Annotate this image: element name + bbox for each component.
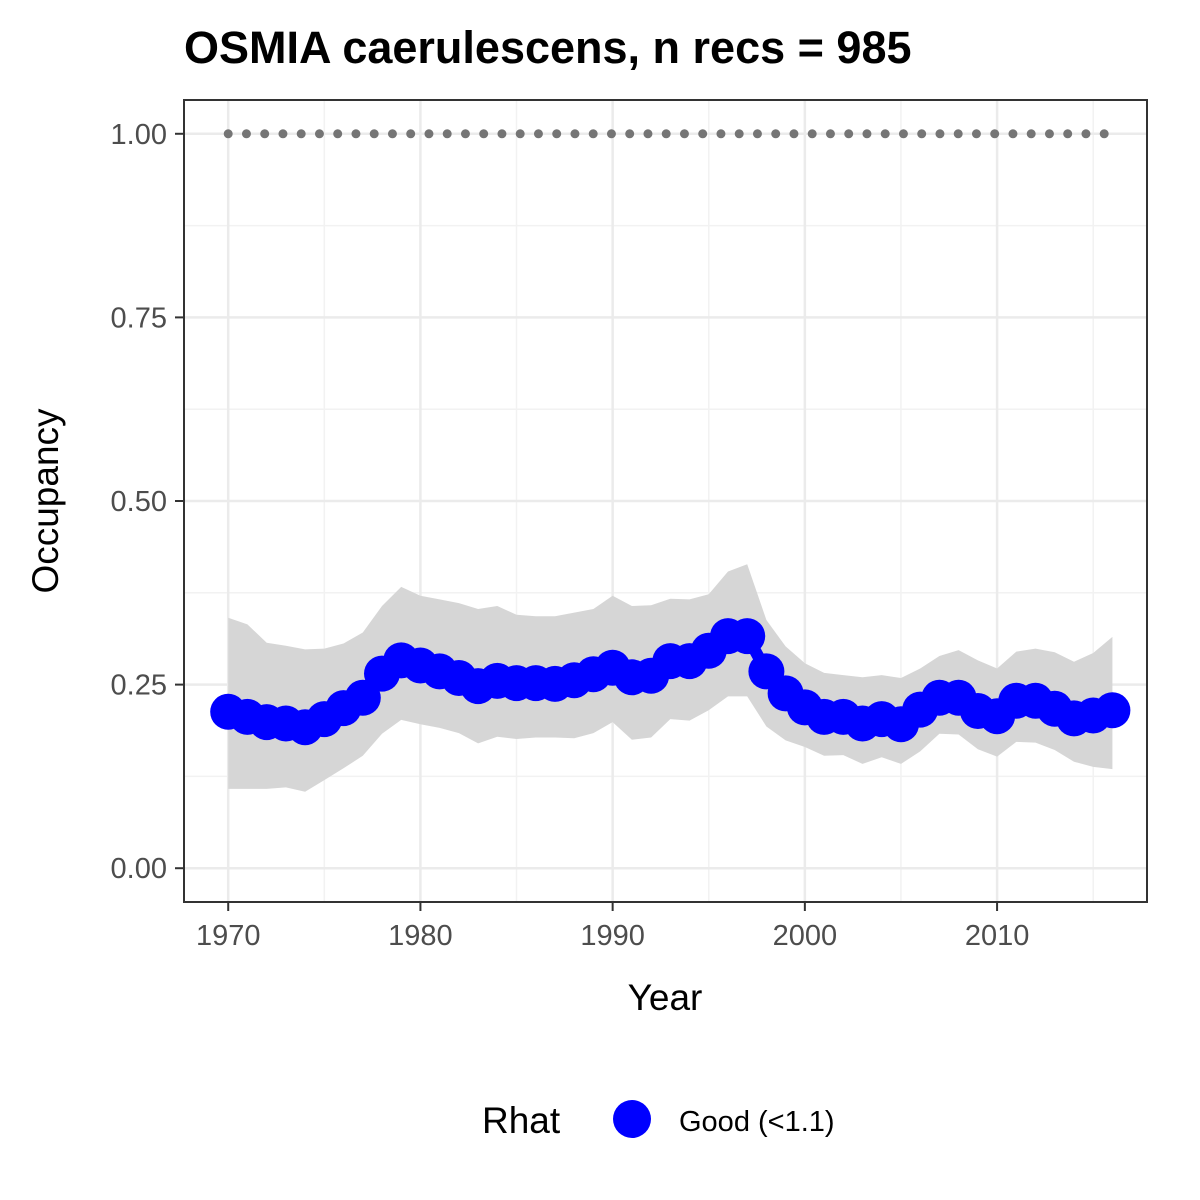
series-points	[210, 618, 1131, 746]
x-tick-label: 1990	[580, 920, 645, 952]
y-axis-title: Occupancy	[25, 408, 66, 594]
x-tick-label: 2010	[965, 920, 1030, 952]
y-tick-label: 0.75	[111, 302, 167, 334]
x-tick-label: 1980	[388, 920, 453, 952]
y-tick-label: 1.00	[111, 119, 167, 151]
x-axis: 1970 1980 1990 2000 2010	[196, 902, 1029, 952]
data-point	[1094, 692, 1131, 729]
y-tick-label: 0.25	[111, 670, 167, 702]
x-tick-label: 1970	[196, 920, 261, 952]
data-point	[729, 618, 766, 655]
legend-key-good	[613, 1100, 651, 1138]
chart-title: OSMIA caerulescens, n recs = 985	[184, 22, 912, 73]
legend: Rhat Good (<1.1)	[482, 1100, 835, 1141]
y-tick-label: 0.50	[111, 486, 167, 518]
data-point	[344, 679, 381, 716]
x-axis-title: Year	[628, 977, 703, 1018]
x-tick-label: 2000	[773, 920, 838, 952]
y-tick-label: 0.00	[111, 853, 167, 885]
legend-title: Rhat	[482, 1100, 561, 1141]
legend-label-good: Good (<1.1)	[679, 1106, 835, 1138]
y-axis: 0.00 0.25 0.50 0.75 1.00	[111, 119, 184, 885]
